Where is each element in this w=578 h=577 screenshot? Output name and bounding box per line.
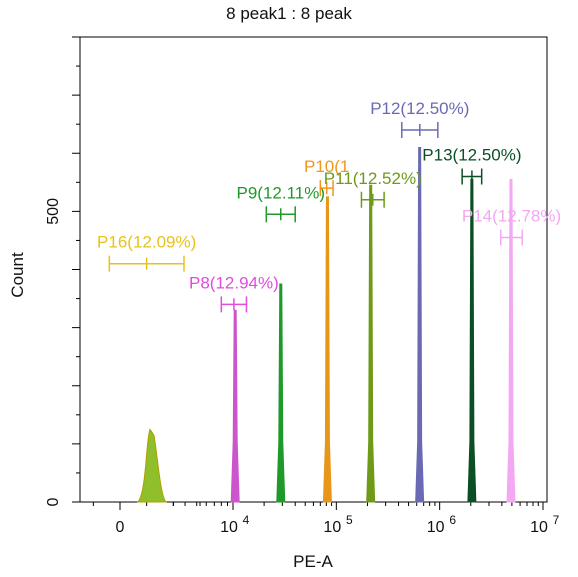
peak-P10 — [322, 196, 332, 503]
gate-P14-label: P14(12.78%) — [462, 207, 561, 226]
peak-P11 — [366, 184, 376, 503]
gate-P10-label: P10(1 — [304, 157, 349, 176]
x-tick-exponent: 5 — [346, 513, 353, 527]
peak-P8 — [230, 309, 240, 503]
gate-P8-label: P8(12.94%) — [189, 273, 279, 292]
x-tick-label: 10 — [323, 519, 341, 536]
x-tick-label: 0 — [116, 519, 125, 536]
peak-P13 — [467, 178, 477, 503]
peak-P14 — [506, 178, 516, 503]
peak-P16 — [136, 428, 168, 503]
gate-P11-label: P11(12.52%) — [324, 169, 422, 188]
peak-P12 — [415, 146, 425, 503]
x-tick-label: 10 — [530, 519, 548, 536]
y-tick-label: 500 — [45, 198, 62, 225]
x-tick-exponent: 6 — [449, 513, 456, 527]
x-tick-label: 10 — [220, 519, 238, 536]
x-tick-exponent: 7 — [553, 513, 560, 527]
peak-P9 — [276, 283, 286, 503]
x-tick-exponent: 4 — [243, 513, 250, 527]
x-tick-label: 10 — [427, 519, 445, 536]
gate-P9-label: P9(12.11%) — [236, 183, 325, 202]
y-tick-label: 0 — [45, 497, 62, 506]
gate-P16-label: P16(12.09%) — [97, 233, 196, 252]
x-axis-label: PE-A — [293, 552, 333, 571]
chart-title: 8 peak1 : 8 peak — [226, 4, 352, 23]
gate-P13-label: P13(12.50%) — [422, 146, 521, 165]
gate-P12-label: P12(12.50%) — [370, 99, 469, 118]
